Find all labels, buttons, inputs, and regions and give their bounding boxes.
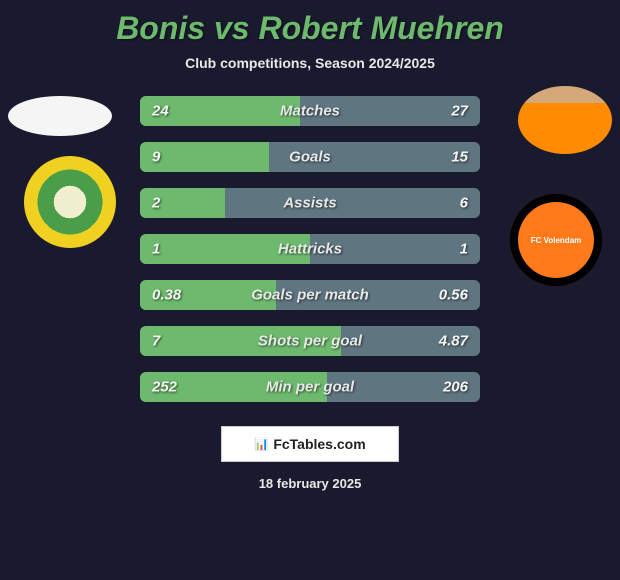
stat-value-left: 1 bbox=[152, 241, 160, 258]
player-left-avatar bbox=[8, 96, 112, 136]
stat-value-right: 15 bbox=[451, 149, 468, 166]
player-right-avatar bbox=[518, 86, 612, 154]
stat-value-right: 0.56 bbox=[439, 287, 468, 304]
stat-label: Hattricks bbox=[278, 241, 342, 258]
stat-fill-right bbox=[225, 188, 480, 218]
stat-row: 7 4.87 Shots per goal bbox=[140, 326, 480, 356]
stat-label: Min per goal bbox=[266, 379, 354, 396]
subtitle: Club competitions, Season 2024/2025 bbox=[0, 55, 620, 71]
stat-row: 9 15 Goals bbox=[140, 142, 480, 172]
stat-label: Goals per match bbox=[251, 287, 369, 304]
stat-value-right: 206 bbox=[443, 379, 468, 396]
stat-label: Assists bbox=[283, 195, 336, 212]
stat-row: 2 6 Assists bbox=[140, 188, 480, 218]
stat-value-left: 9 bbox=[152, 149, 160, 166]
stat-value-right: 27 bbox=[451, 103, 468, 120]
club-badge-right: FC Volendam bbox=[510, 194, 602, 286]
stat-row: 24 27 Matches bbox=[140, 96, 480, 126]
club-badge-right-inner: FC Volendam bbox=[518, 202, 594, 278]
stats-area: FC Volendam 24 27 Matches 9 15 Goals 2 6 Assists… bbox=[0, 96, 620, 402]
stat-value-left: 24 bbox=[152, 103, 169, 120]
stat-value-left: 0.38 bbox=[152, 287, 181, 304]
footer-date: 18 february 2025 bbox=[0, 476, 620, 491]
stat-value-right: 1 bbox=[460, 241, 468, 258]
stat-rows: 24 27 Matches 9 15 Goals 2 6 Assists 1 1 Hattricks 0… bbox=[140, 96, 480, 402]
stat-value-left: 2 bbox=[152, 195, 160, 212]
stat-value-right: 6 bbox=[460, 195, 468, 212]
page-title: Bonis vs Robert Muehren bbox=[0, 0, 620, 47]
stat-label: Goals bbox=[289, 149, 331, 166]
stat-label: Shots per goal bbox=[258, 333, 362, 350]
stat-label: Matches bbox=[280, 103, 340, 120]
brand-badge[interactable]: FcTables.com bbox=[221, 426, 399, 462]
stat-value-right: 4.87 bbox=[439, 333, 468, 350]
comparison-infographic: Bonis vs Robert Muehren Club competition… bbox=[0, 0, 620, 580]
stat-row: 0.38 0.56 Goals per match bbox=[140, 280, 480, 310]
stat-row: 1 1 Hattricks bbox=[140, 234, 480, 264]
stat-row: 252 206 Min per goal bbox=[140, 372, 480, 402]
club-badge-left bbox=[24, 156, 116, 248]
stat-value-left: 252 bbox=[152, 379, 177, 396]
stat-value-left: 7 bbox=[152, 333, 160, 350]
